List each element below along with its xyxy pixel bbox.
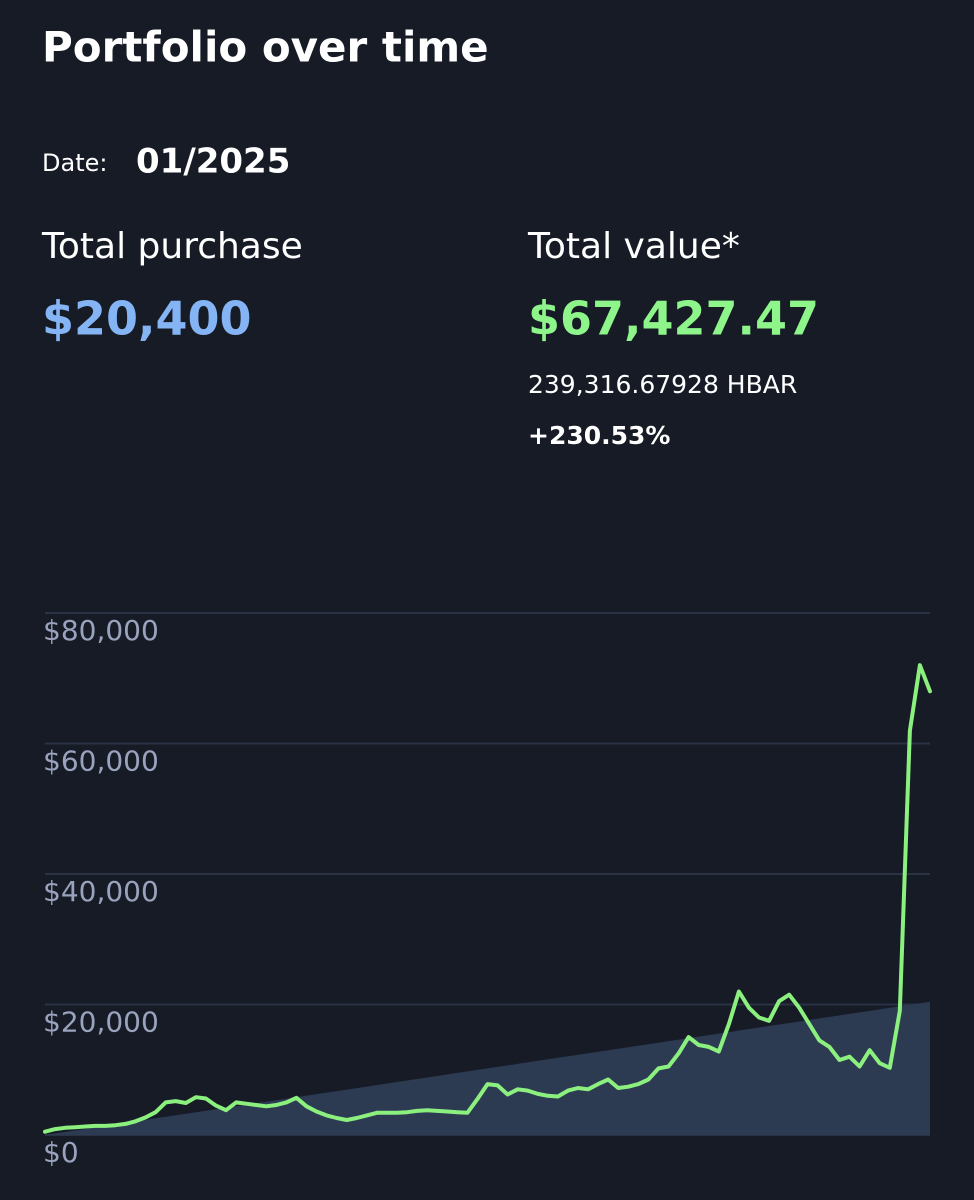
title: Portfolio over time [42, 23, 489, 72]
holdings: 239,316.67928 HBAR [528, 370, 797, 399]
date: 01/2025 [136, 142, 290, 182]
y-tick-label: $40,000 [43, 875, 159, 908]
purchase: $20,400 [42, 292, 252, 346]
y-tick-label: $80,000 [43, 614, 159, 647]
y-tick-label: $20,000 [43, 1006, 159, 1039]
change: +230.53% [528, 421, 670, 450]
chart: $0 $20,000 $40,000 $60,000 $80,000 [43, 612, 932, 1169]
y-tick-label: $60,000 [43, 745, 159, 778]
y-tick-label: $0 [43, 1136, 79, 1169]
date-label: Date: [42, 149, 107, 177]
value: $67,427.47 [528, 292, 819, 346]
purchase-label: Total purchase [41, 226, 303, 267]
area [45, 1001, 930, 1135]
line [43, 663, 932, 1134]
value-label: Total value* [527, 226, 740, 267]
